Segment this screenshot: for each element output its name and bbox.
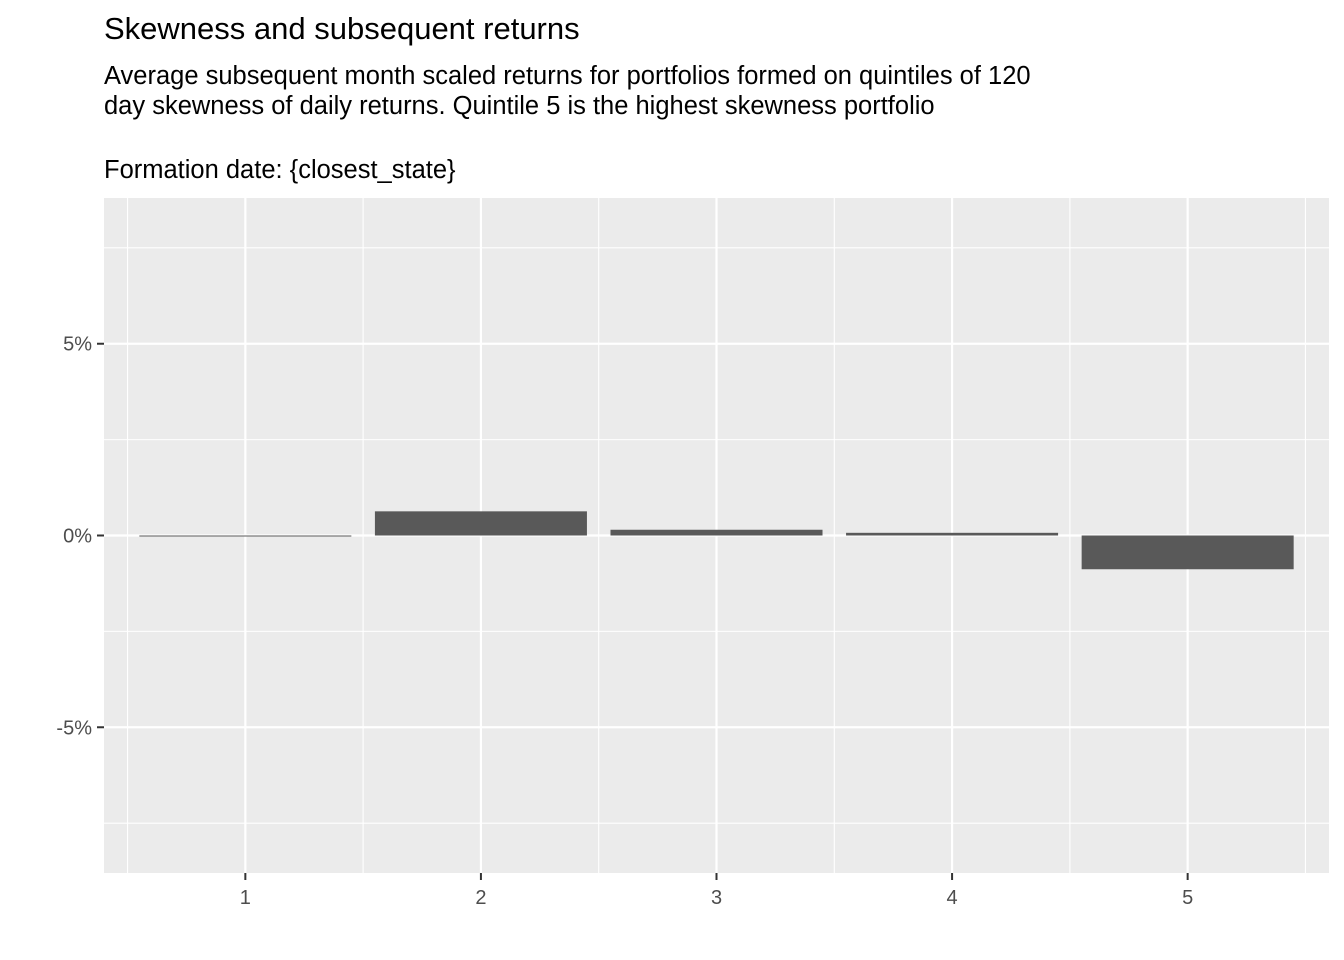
bar-quintile-4 xyxy=(846,532,1059,536)
x-tick-label: 3 xyxy=(711,887,722,909)
y-tick-label: 0% xyxy=(63,526,92,548)
bar-quintile-1 xyxy=(139,535,352,537)
x-tick-label: 5 xyxy=(1182,887,1193,909)
bar-series xyxy=(139,511,1294,570)
x-tick-label: 2 xyxy=(475,887,486,909)
y-tick-label: -5% xyxy=(56,717,92,739)
chart-subtitle-line: day skewness of daily returns. Quintile … xyxy=(104,92,935,120)
chart-subtitle-formation-date: Formation date: {closest_state} xyxy=(104,156,456,184)
chart-title: Skewness and subsequent returns xyxy=(104,11,580,46)
y-tick-label: 5% xyxy=(63,334,92,356)
x-axis: 1 2 3 4 5 xyxy=(240,873,1193,909)
bar-quintile-5 xyxy=(1081,535,1294,570)
bar-quintile-3 xyxy=(610,529,823,536)
y-axis: -5% 0% 5% xyxy=(56,334,104,739)
x-tick-label: 4 xyxy=(947,887,958,909)
chart-subtitle-line: Average subsequent month scaled returns … xyxy=(104,62,1031,90)
x-tick-label: 1 xyxy=(240,887,251,909)
bar-quintile-2 xyxy=(374,511,587,536)
